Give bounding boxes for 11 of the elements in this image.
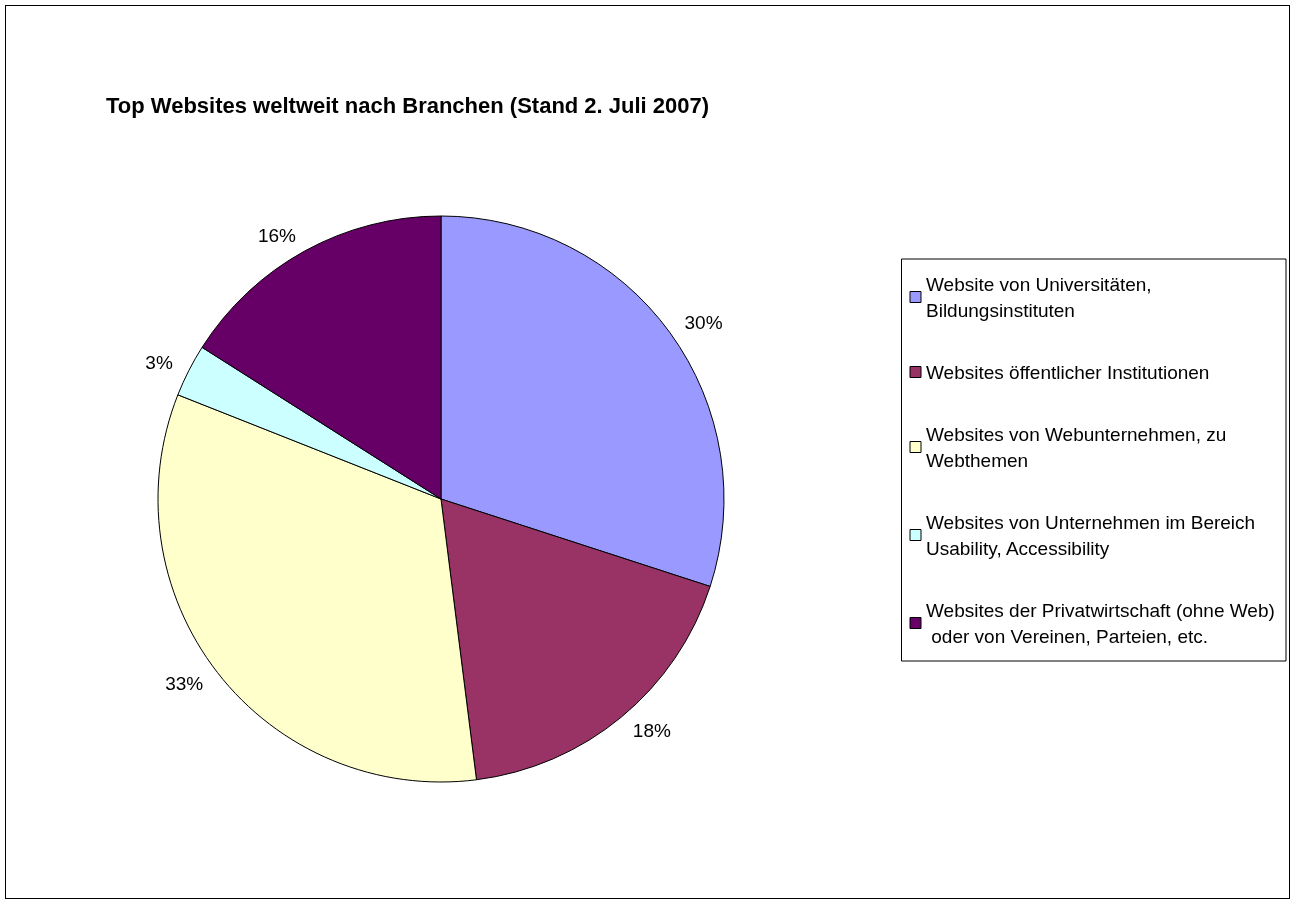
- chart-title: Top Websites weltweit nach Branchen (Stand 2. Juli 2007): [106, 92, 710, 118]
- data-label: 3%: [145, 351, 173, 373]
- data-label: 16%: [257, 224, 297, 246]
- legend-label: Websites von Unternehmen im Bereich Usability, Accessibility: [926, 511, 1261, 559]
- data-label: 30%: [684, 311, 723, 333]
- legend-label: Website von Universitäten, Bildungsinstituten: [926, 273, 1157, 321]
- data-label: 33%: [165, 672, 204, 694]
- legend-label: Websites öffentlicher Institutionen: [926, 361, 1210, 383]
- legend-label: Websites der Privatwirtschaft (ohne Web) oder von Vereinen, Parteien, etc.: [926, 599, 1275, 647]
- legend-label: Websites von Webunternehmen, zu Webthemen: [926, 423, 1232, 471]
- data-label: 18%: [632, 720, 671, 742]
